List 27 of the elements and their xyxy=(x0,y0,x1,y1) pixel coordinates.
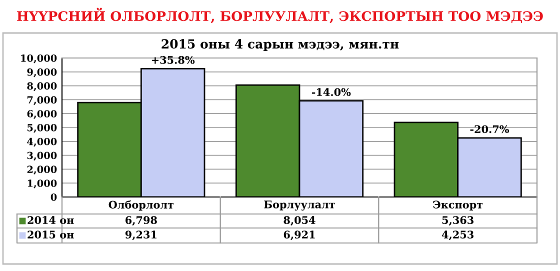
y-tick-label: 2,000 xyxy=(27,166,57,174)
y-tick-label: 8,000 xyxy=(27,82,57,92)
y-tick-label: 10,000 xyxy=(21,54,57,64)
legend-label: 2015 он xyxy=(28,230,74,239)
y-tick-label: 1,000 xyxy=(28,180,57,188)
x-tick-label: Борлуулалт xyxy=(264,200,335,211)
data-label: 8,054 xyxy=(284,216,316,226)
annotation: -20.7% xyxy=(470,125,510,134)
y-tick-label: 0 xyxy=(50,193,57,201)
data-label: 9,231 xyxy=(125,230,156,240)
x-tick-label: Экспорт xyxy=(433,200,483,211)
data-label: 4,253 xyxy=(442,230,474,240)
y-tick-label: 4,000 xyxy=(27,138,57,147)
data-label: 6,921 xyxy=(284,230,315,240)
data-label: 5,363 xyxy=(442,216,474,226)
y-tick-label: 5,000 xyxy=(27,124,57,133)
chart-subtitle: 2015 оны 4 сарын мэдээ, мян.тн xyxy=(162,39,399,52)
data-label: 6,798 xyxy=(126,216,157,226)
y-tick-label: 9,000 xyxy=(27,68,57,78)
legend-label: 2014 он xyxy=(28,216,74,224)
y-tick-label: 3,000 xyxy=(27,152,57,161)
y-tick-label: 7,000 xyxy=(27,96,57,105)
chart-title: НҮҮРСНИЙ ОЛБОРЛОЛТ, БОРЛУУЛАЛТ, ЭКСПОРТЫН ТОО МЭДЭЭ xyxy=(17,8,543,24)
y-tick-label: 6,000 xyxy=(27,110,57,119)
annotation: +35.8% xyxy=(152,56,195,64)
annotation: -14.0% xyxy=(312,88,351,96)
x-tick-label: Олборлолт xyxy=(108,200,174,211)
